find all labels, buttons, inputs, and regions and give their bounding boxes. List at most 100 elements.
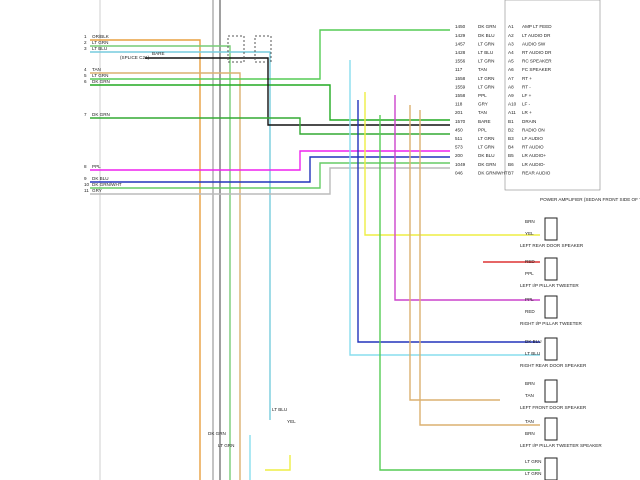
amplifier-label: POWER AMPLIFIER (SEDAN FRONT SIDE OF TRU… — [540, 197, 640, 202]
circuit: 573 — [455, 145, 463, 150]
splice-box — [254, 35, 272, 63]
speaker-wire: DK BLU — [525, 339, 542, 344]
speaker-label: LEFT FRONT DOOR SPEAKER — [520, 405, 587, 410]
wire — [419, 110, 540, 426]
pin-number: 8 — [84, 164, 87, 169]
pin-number: 5 — [84, 73, 87, 78]
pin: A8 — [508, 84, 514, 89]
wire-label: PPL — [478, 127, 487, 132]
wire-label: GRY — [478, 102, 488, 107]
wire — [394, 95, 540, 301]
wire-label: LT GRN — [478, 136, 494, 141]
wire — [90, 29, 450, 80]
wire — [379, 115, 540, 471]
circuit: 1457 — [455, 41, 466, 46]
function: LF - — [522, 102, 531, 107]
wire — [90, 84, 450, 121]
speaker — [544, 257, 558, 281]
wire-label: OR/BLK — [92, 34, 110, 39]
pin: A3 — [508, 41, 514, 46]
circuit: 511 — [455, 136, 463, 141]
wire-label: LT GRN — [92, 73, 108, 78]
wire-label: TAN — [92, 67, 101, 72]
amplifier-box — [504, 0, 601, 191]
pin-number: 11 — [84, 188, 89, 193]
wire-label: DK GRN — [92, 79, 110, 84]
speaker — [544, 217, 558, 241]
function: LR AUDIO- — [522, 162, 545, 167]
circuit: 1556 — [455, 59, 466, 64]
pin: A9 — [508, 93, 514, 98]
wire-label: DK BLU — [478, 153, 495, 158]
speaker-wire: BRN — [525, 381, 535, 386]
wire-label: DK GRN — [478, 162, 496, 167]
function: LT AUDIO DR — [522, 33, 551, 38]
wire — [364, 92, 540, 236]
pin: B4 — [508, 145, 514, 150]
wire-label: LT GRN — [478, 84, 494, 89]
pin-number: 4 — [84, 67, 87, 72]
wire-label: DK GRN — [478, 24, 496, 29]
circuit: 1049 — [455, 162, 466, 167]
wire-label: LT BLU — [92, 46, 107, 51]
wire — [145, 57, 450, 126]
pin: A6 — [508, 67, 514, 72]
speaker-label: RIGHT REAR DOOR SPEAKER — [520, 363, 587, 368]
speaker — [544, 379, 558, 403]
speaker-label: LEFT I/P PILLAR TWEETER — [520, 283, 579, 288]
speaker-wire: YEL — [525, 231, 534, 236]
pin-number: 1 — [84, 34, 87, 39]
wire — [90, 162, 450, 189]
pin: A5 — [508, 59, 514, 64]
function: RC SPEAKER — [522, 59, 552, 64]
circuit: 450 — [455, 127, 463, 132]
pin: B1 — [508, 119, 514, 124]
function: RT - — [522, 84, 531, 89]
speaker-wire: TAN — [525, 393, 534, 398]
pin-number: 10 — [84, 182, 90, 187]
pin-number: 7 — [84, 112, 87, 117]
function: RT AUDIO — [522, 145, 544, 150]
pin-number: 2 — [84, 40, 87, 45]
wire-label: LT BLU — [478, 50, 493, 55]
speaker-wire: RED — [525, 309, 535, 314]
function: REAR AUDIO — [522, 170, 551, 175]
wire-label: BARE — [152, 51, 165, 56]
wire — [265, 455, 291, 471]
circuit: 117 — [455, 67, 463, 72]
pin-number: 6 — [84, 79, 87, 84]
wire-label: DK GRN — [92, 112, 110, 117]
pin: A7 — [508, 76, 514, 81]
wire-label: DK BLU — [478, 33, 495, 38]
wire — [90, 72, 241, 480]
splice-box — [227, 35, 245, 63]
wire-label: LT GRN — [478, 145, 494, 150]
circuit: 118 — [455, 102, 463, 107]
pin: B5 — [508, 153, 514, 158]
function: LF AUDIO — [522, 136, 543, 141]
pin: B2 — [508, 127, 514, 132]
circuit: 1429 — [455, 33, 466, 38]
wire-label: GRY — [92, 188, 102, 193]
speaker-wire: LT GRN — [525, 471, 541, 476]
function: DRAIN — [522, 119, 536, 124]
wire — [90, 39, 201, 480]
wire-label: PPL — [478, 93, 487, 98]
wire-label: DK BLU — [92, 176, 109, 181]
wire-label: LT GRN — [218, 443, 234, 448]
speaker-label: LEFT I/P PILLAR TWEETER SPEAKER — [520, 443, 602, 448]
speaker — [544, 295, 558, 319]
speaker-wire: BRN — [525, 219, 535, 224]
function: RT + — [522, 76, 532, 81]
function: LR + — [522, 110, 532, 115]
function: RT AUDIO DR — [522, 50, 552, 55]
circuit: 046 — [455, 170, 463, 175]
wire-label: DK GRN/WHT — [92, 182, 122, 187]
pin: B7 — [508, 170, 514, 175]
speaker-label: RIGHT I/P PILLAR TWEETER — [520, 321, 582, 326]
wire — [357, 100, 540, 343]
speaker-wire: PPL — [525, 271, 534, 276]
circuit: 1428 — [455, 50, 466, 55]
function: RADIO ON — [522, 127, 545, 132]
speaker-wire: LT GRN — [525, 459, 541, 464]
